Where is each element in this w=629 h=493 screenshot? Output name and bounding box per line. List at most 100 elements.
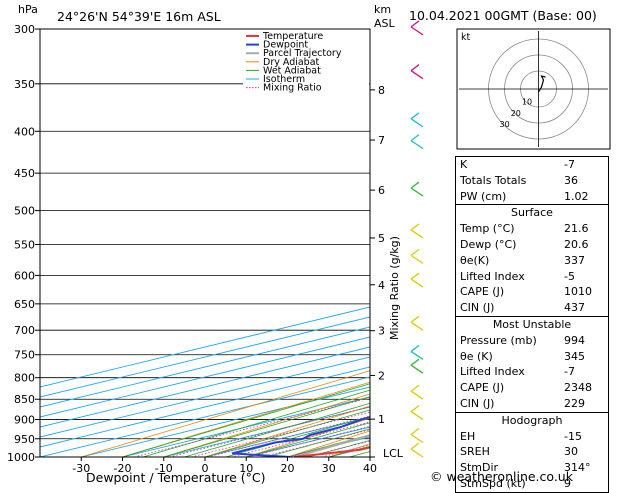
- index-row: K-7: [456, 157, 608, 173]
- wind-barb: [411, 119, 423, 127]
- pressure-tick-label: 450: [14, 167, 35, 180]
- wind-barb: [411, 434, 423, 442]
- wind-barb: [411, 230, 423, 238]
- pressure-tick-label: 850: [14, 393, 35, 406]
- index-row: θe (K)345: [456, 349, 608, 365]
- km-tick-label: 2: [378, 369, 385, 382]
- index-value: -15: [564, 429, 608, 445]
- hodograph-ring-label: 10: [522, 98, 532, 107]
- index-row: PW (cm)1.02: [456, 189, 608, 205]
- index-value: -7: [564, 364, 608, 380]
- credit-text: © weatheronline.co.uk: [430, 469, 573, 484]
- pressure-tick-label: 650: [14, 298, 35, 311]
- forecast-date: 10.04.2021 00GMT (Base: 00): [409, 8, 597, 23]
- wind-barb: [411, 449, 423, 457]
- index-value: 1010: [564, 284, 608, 300]
- hpa-axis-label: hPa: [18, 3, 38, 16]
- index-label: Totals Totals: [460, 173, 564, 189]
- index-row: CAPE (J)2348: [456, 380, 608, 396]
- index-value: 229: [564, 396, 608, 412]
- wind-barb-flag: [411, 316, 419, 322]
- wind-barb-flag: [411, 65, 419, 71]
- most-unstable-title: Most Unstable: [456, 316, 608, 333]
- wind-barb: [411, 27, 423, 35]
- index-row: Lifted Index-5: [456, 269, 608, 285]
- index-label: θe(K): [460, 253, 564, 269]
- pressure-tick-label: 500: [14, 205, 35, 218]
- index-row: CAPE (J)1010: [456, 284, 608, 300]
- pressure-tick-label: 350: [14, 78, 35, 91]
- index-label: Temp (°C): [460, 221, 564, 237]
- km-label: km: [374, 3, 391, 16]
- index-value: 345: [564, 349, 608, 365]
- pressure-tick-label: 750: [14, 349, 35, 362]
- hodograph-kt-label: kt: [461, 32, 471, 43]
- wind-barb-flag: [411, 224, 419, 230]
- index-value: 36: [564, 173, 608, 189]
- location-title: 24°26'N 54°39'E 16m ASL: [57, 9, 221, 24]
- wind-barb: [411, 71, 423, 79]
- wind-barb-flag: [411, 345, 419, 351]
- pressure-tick-label: 900: [14, 414, 35, 427]
- wind-barb: [411, 188, 423, 196]
- pressure-tick-label: 400: [14, 125, 35, 138]
- wind-barb: [411, 391, 423, 399]
- index-value: 2348: [564, 380, 608, 396]
- wind-barb: [411, 351, 423, 359]
- index-row: Pressure (mb)994: [456, 333, 608, 349]
- mixing-ratio-axis-label: Mixing Ratio (g/kg): [388, 236, 401, 340]
- index-label: θe (K): [460, 349, 564, 365]
- most-unstable-section: Pressure (mb)994 θe (K)345 Lifted Index-…: [456, 333, 608, 412]
- index-value: 21.6: [564, 221, 608, 237]
- pressure-tick-label: 700: [14, 324, 35, 337]
- pressure-tick-label: 800: [14, 372, 35, 385]
- hodograph-ring-label: 30: [500, 120, 510, 129]
- wind-barb: [411, 141, 423, 149]
- index-row: Temp (°C)21.6: [456, 221, 608, 237]
- index-value: 337: [564, 253, 608, 269]
- wind-barb-flag: [411, 406, 419, 412]
- km-tick-label: 6: [378, 184, 385, 197]
- index-label: K: [460, 157, 564, 173]
- wind-barb-flag: [411, 249, 419, 255]
- pressure-tick-label: 1000: [7, 451, 35, 464]
- surface-title: Surface: [456, 204, 608, 221]
- index-row: Lifted Index-7: [456, 364, 608, 380]
- index-label: CAPE (J): [460, 380, 564, 396]
- asl-label: ASL: [374, 17, 396, 30]
- x-axis-label: Dewpoint / Temperature (°C): [86, 470, 265, 485]
- index-value: -7: [564, 157, 608, 173]
- km-tick-label: 3: [378, 325, 385, 338]
- wind-barb: [411, 255, 423, 263]
- wind-barb-flag: [411, 359, 419, 365]
- index-label: SREH: [460, 444, 564, 460]
- wind-barb-flag: [411, 182, 419, 188]
- wind-barb: [411, 412, 423, 420]
- index-label: CAPE (J): [460, 284, 564, 300]
- wind-barbs: [411, 21, 423, 457]
- index-label: Lifted Index: [460, 364, 564, 380]
- dry-adiabat-line: [618, 29, 629, 457]
- pressure-tick-label: 300: [14, 23, 35, 36]
- index-label: Lifted Index: [460, 269, 564, 285]
- pressure-tick-label: 600: [14, 269, 35, 282]
- wind-barb-flag: [411, 135, 419, 141]
- index-label: CIN (J): [460, 396, 564, 412]
- wind-barb: [411, 279, 423, 287]
- wind-barb-flag: [411, 443, 419, 449]
- x-tick-label: 40: [363, 462, 377, 475]
- wind-barb-flag: [411, 385, 419, 391]
- index-value: 437: [564, 300, 608, 316]
- wind-barb: [411, 365, 423, 373]
- index-row: Dewp (°C)20.6: [456, 237, 608, 253]
- km-tick-label: 1: [378, 413, 385, 426]
- index-value: -5: [564, 269, 608, 285]
- km-tick-label: 5: [378, 232, 385, 245]
- wind-barb-flag: [411, 273, 419, 279]
- index-row: θe(K)337: [456, 253, 608, 269]
